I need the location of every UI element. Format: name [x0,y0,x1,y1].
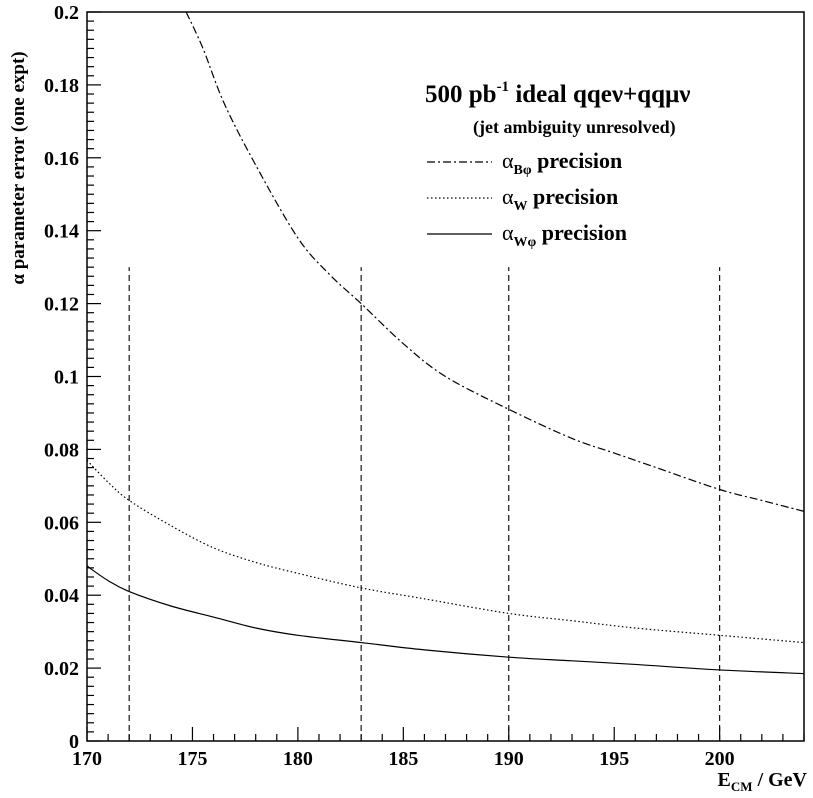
x-tick-label: 180 [283,748,313,770]
y-tick-label: 0.06 [44,512,79,534]
x-tick-label: 190 [494,748,524,770]
y-tick-label: 0.16 [44,148,79,170]
legend-title: 500 pb-1 ideal qqeν+qqμν [425,79,690,108]
series-line-bphi [185,11,805,512]
tick-labels: 170 175 180 185 190 195 200 0 0.02 0.04 0.06 0.08 0.… [44,2,735,770]
x-axis-label-subscript: CM [731,779,753,794]
legend-entry-wphi: αWφ precision [427,220,627,250]
legend-label-w-base: α [502,184,514,209]
plot-frame [86,11,805,742]
y-axis-label: α parameter error (one expt) [8,51,29,284]
y-tick-label: 0.18 [44,75,79,97]
legend-label-bphi-rest: precision [532,148,623,173]
legend-label-bphi-base: α [502,148,514,173]
legend-label-wphi-base: α [502,220,514,245]
y-tick-label: 0.1 [54,367,79,389]
legend-title-superscript: -1 [497,79,510,95]
legend: 500 pb-1 ideal qqeν+qqμν (jet ambiguity … [425,79,690,250]
legend-entry-bphi: αBφ precision [427,148,622,178]
vertical-reference-lines [128,267,721,741]
y-tick-label: 0 [69,731,79,753]
x-tick-label: 195 [599,748,629,770]
legend-subtitle: (jet ambiguity unresolved) [473,117,676,138]
x-tick-label: 175 [177,748,207,770]
legend-label-wphi: αWφ precision [502,220,627,250]
series-layer [86,11,805,675]
legend-label-wphi-rest: precision [536,220,627,245]
series-line-wphi [86,565,805,675]
x-tick-label: 170 [72,748,102,770]
y-tick-label: 0.02 [44,658,79,680]
legend-label-wphi-subscript: Wφ [514,235,537,250]
x-axis-label-main: E [718,769,731,791]
legend-label-w-subscript: W [514,199,528,214]
y-tick-label: 0.2 [54,2,79,24]
legend-label-bphi-subscript: Bφ [514,163,532,178]
y-tick-label: 0.14 [44,221,79,243]
series-line-w [86,459,805,644]
y-tick-label: 0.04 [44,585,79,607]
legend-label-w: αW precision [502,184,618,214]
legend-label-bphi: αBφ precision [502,148,622,178]
y-tick-label: 0.08 [44,439,79,461]
x-axis-label: ECM / GeV [718,769,808,794]
legend-entry-w: αW precision [427,184,618,214]
x-tick-label: 185 [388,748,418,770]
legend-title-part1: 500 pb [425,81,497,108]
legend-label-w-rest: precision [528,184,619,209]
legend-title-part2: ideal qqeν+qqμν [509,81,690,108]
x-tick-label: 200 [705,748,735,770]
y-tick-label: 0.12 [44,294,79,316]
x-axis-label-unit: / GeV [753,769,808,791]
